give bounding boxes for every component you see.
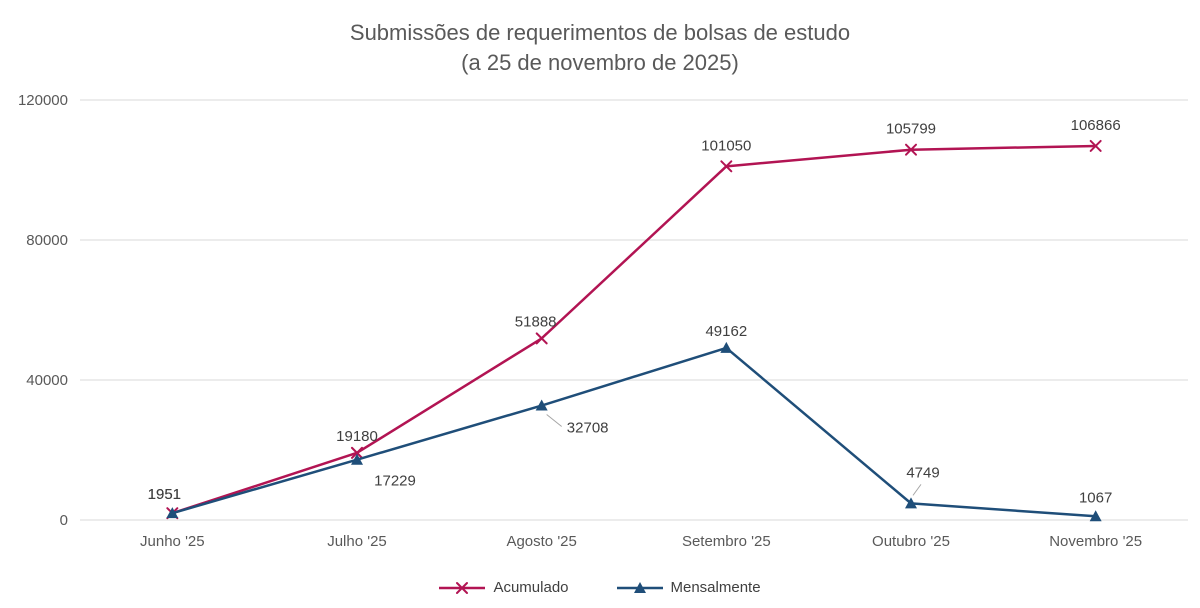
legend-item-acumulado: Acumulado <box>439 579 569 596</box>
svg-text:0: 0 <box>60 512 68 529</box>
svg-text:105799: 105799 <box>886 121 936 138</box>
acumulado-x-marker-icon <box>439 581 486 594</box>
svg-text:19180: 19180 <box>336 428 378 445</box>
svg-text:106866: 106866 <box>1071 117 1121 134</box>
legend-item-mensalmente: Mensalmente <box>616 579 761 596</box>
svg-text:51888: 51888 <box>515 313 557 330</box>
svg-text:Agosto '25: Agosto '25 <box>506 533 576 550</box>
svg-text:49162: 49162 <box>705 323 747 340</box>
mensalmente-triangle-marker-icon <box>616 581 663 593</box>
legend-label-mensalmente: Mensalmente <box>670 579 761 596</box>
svg-text:101050: 101050 <box>701 137 751 154</box>
svg-text:Junho '25: Junho '25 <box>140 533 205 550</box>
svg-text:17229: 17229 <box>374 473 416 490</box>
svg-text:40000: 40000 <box>26 372 68 389</box>
svg-text:1067: 1067 <box>1079 489 1112 506</box>
legend: Acumulado Mensalmente <box>0 579 1200 596</box>
svg-text:Setembro '25: Setembro '25 <box>682 533 771 550</box>
legend-label-acumulado: Acumulado <box>493 579 569 596</box>
svg-text:4749: 4749 <box>906 464 939 481</box>
svg-text:Julho '25: Julho '25 <box>327 533 387 550</box>
chart-title: Submissões de requerimentos de bolsas de… <box>0 18 1200 78</box>
svg-text:80000: 80000 <box>26 232 68 249</box>
svg-text:Novembro '25: Novembro '25 <box>1049 533 1142 550</box>
svg-text:32708: 32708 <box>567 420 609 437</box>
chart-title-line1: Submissões de requerimentos de bolsas de… <box>349 20 851 45</box>
svg-text:Outubro '25: Outubro '25 <box>872 533 950 550</box>
svg-text:1951: 1951 <box>148 486 181 503</box>
svg-text:120000: 120000 <box>18 92 68 109</box>
svg-text:1951: 1951 <box>148 486 181 503</box>
chart-title-line2: (a 25 de novembro de 2025) <box>461 50 739 75</box>
